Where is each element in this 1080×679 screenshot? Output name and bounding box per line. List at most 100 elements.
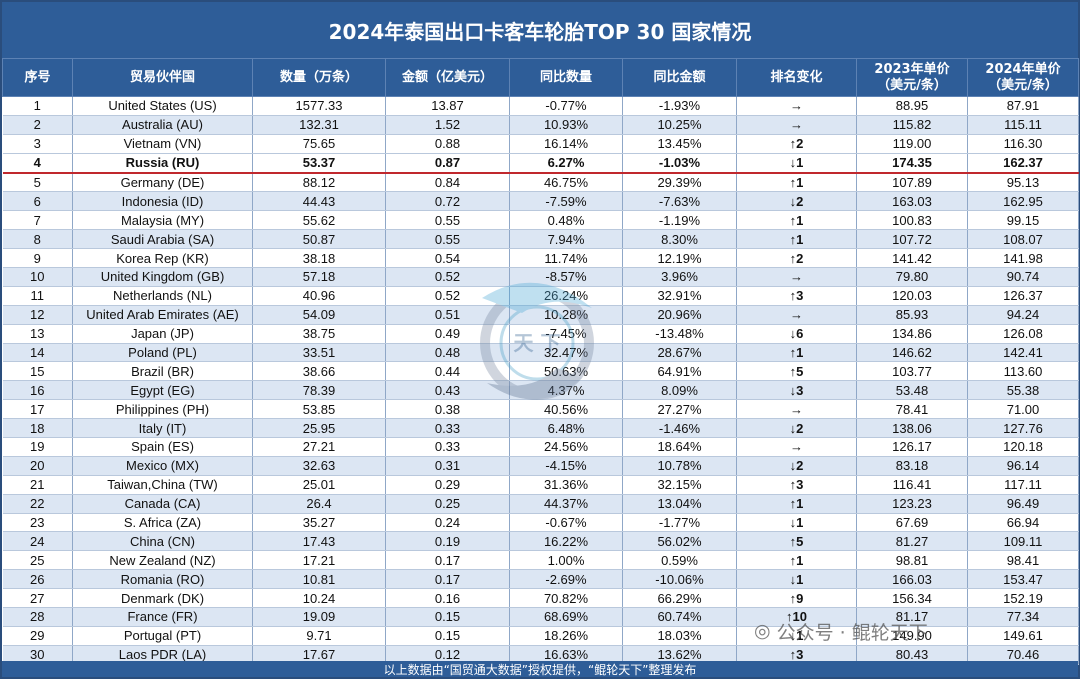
table-row: 10 United Kingdom (GB) 57.18 0.52 -8.57% 3.96… — [2, 267, 1079, 287]
quantity: 25.95 — [252, 418, 386, 439]
rank-number: 14 — [2, 343, 73, 363]
unit-price-2024: 70.46 — [967, 645, 1079, 665]
yoy-quantity: 0.48% — [509, 210, 623, 231]
partner-country: China (CN) — [72, 531, 253, 552]
quantity: 17.21 — [252, 550, 386, 571]
yoy-quantity: 16.22% — [509, 531, 623, 552]
amount: 1.52 — [385, 115, 510, 135]
unit-price-2023: 53.48 — [856, 380, 968, 401]
rank-change: ↓1 — [736, 569, 857, 590]
yoy-quantity: -7.59% — [509, 191, 623, 212]
yoy-amount: 0.59% — [622, 550, 737, 571]
rank-change: ↑1 — [736, 210, 857, 231]
column-header: 排名变化 — [736, 58, 857, 97]
rank-number: 15 — [2, 361, 73, 382]
rank-number: 5 — [2, 172, 73, 193]
partner-country: United Arab Emirates (AE) — [72, 305, 253, 325]
unit-price-2024: 162.95 — [967, 191, 1079, 212]
quantity: 44.43 — [252, 191, 386, 212]
yoy-amount: -13.48% — [622, 324, 737, 344]
unit-price-2024: 153.47 — [967, 569, 1079, 590]
yoy-amount: 18.64% — [622, 437, 737, 457]
unit-price-2024: 108.07 — [967, 229, 1079, 250]
rank-change: ↑1 — [736, 229, 857, 250]
unit-price-2024: 141.98 — [967, 248, 1079, 269]
yoy-amount: -1.77% — [622, 513, 737, 533]
unit-price-2023: 79.80 — [856, 267, 968, 287]
page-title-text: 2024年泰国出口卡客车轮胎TOP 30 国家情况 — [328, 19, 752, 44]
unit-price-2023: 85.93 — [856, 305, 968, 325]
column-header: 金额（亿美元） — [385, 58, 510, 97]
partner-country: Italy (IT) — [72, 418, 253, 439]
yoy-quantity: 40.56% — [509, 399, 623, 420]
yoy-quantity: 11.74% — [509, 248, 623, 269]
amount: 0.52 — [385, 286, 510, 306]
quantity: 75.65 — [252, 134, 386, 154]
partner-country: Egypt (EG) — [72, 380, 253, 401]
rank-change: → — [736, 437, 857, 457]
unit-price-2024: 95.13 — [967, 172, 1079, 193]
rank-change: ↑10 — [736, 607, 857, 627]
table-row: 17 Philippines (PH) 53.85 0.38 40.56% 27.27% →… — [2, 399, 1079, 420]
rank-number: 29 — [2, 626, 73, 646]
unit-price-2024: 71.00 — [967, 399, 1079, 420]
page-title: 2024年泰国出口卡客车轮胎TOP 30 国家情况 — [2, 2, 1078, 58]
export-table: 序号 贸易伙伴国 数量（万条） 金额（亿美元） 同比数量 同比金额 排名变化 2023年单价 … — [2, 58, 1079, 665]
rank-number: 6 — [2, 191, 73, 212]
table-row: 18 Italy (IT) 25.95 0.33 6.48% -1.46% ↓2 138.06… — [2, 418, 1079, 439]
unit-price-2023: 107.89 — [856, 172, 968, 193]
yoy-quantity: 16.14% — [509, 134, 623, 154]
rank-number: 30 — [2, 645, 73, 665]
quantity: 78.39 — [252, 380, 386, 401]
yoy-amount: 3.96% — [622, 267, 737, 287]
amount: 13.87 — [385, 96, 510, 116]
quantity: 38.66 — [252, 361, 386, 382]
rank-change: → — [736, 305, 857, 325]
rank-change: ↑2 — [736, 134, 857, 154]
unit-price-2024: 142.41 — [967, 343, 1079, 363]
partner-country: Indonesia (ID) — [72, 191, 253, 212]
rank-change: ↑5 — [736, 531, 857, 552]
rank-number: 21 — [2, 475, 73, 495]
partner-country: Denmark (DK) — [72, 588, 253, 609]
yoy-amount: 13.04% — [622, 494, 737, 514]
rank-number: 7 — [2, 210, 73, 231]
amount: 0.43 — [385, 380, 510, 401]
quantity: 53.37 — [252, 153, 386, 174]
unit-price-2023: 126.17 — [856, 437, 968, 457]
table-row: 9 Korea Rep (KR) 38.18 0.54 11.74% 12.19% ↑2 14… — [2, 248, 1079, 269]
quantity: 27.21 — [252, 437, 386, 457]
yoy-amount: 10.78% — [622, 456, 737, 476]
table-row: 27 Denmark (DK) 10.24 0.16 70.82% 66.29% ↑9 156… — [2, 588, 1079, 609]
yoy-amount: -7.63% — [622, 191, 737, 212]
table-row: 1 United States (US) 1577.33 13.87 -0.77% -1.… — [2, 96, 1079, 116]
rank-change: → — [736, 399, 857, 420]
table-row: 22 Canada (CA) 26.4 0.25 44.37% 13.04% ↑1 123.2… — [2, 494, 1079, 514]
rank-change: ↑5 — [736, 361, 857, 382]
amount: 0.33 — [385, 418, 510, 439]
unit-price-2023: 134.86 — [856, 324, 968, 344]
rank-number: 16 — [2, 380, 73, 401]
quantity: 1577.33 — [252, 96, 386, 116]
rank-number: 9 — [2, 248, 73, 269]
rank-number: 1 — [2, 96, 73, 116]
quantity: 57.18 — [252, 267, 386, 287]
quantity: 40.96 — [252, 286, 386, 306]
amount: 0.25 — [385, 494, 510, 514]
yoy-quantity: -8.57% — [509, 267, 623, 287]
amount: 0.51 — [385, 305, 510, 325]
unit-price-2024: 152.19 — [967, 588, 1079, 609]
unit-price-2024: 126.37 — [967, 286, 1079, 306]
partner-country: Australia (AU) — [72, 115, 253, 135]
amount: 0.88 — [385, 134, 510, 154]
yoy-amount: 20.96% — [622, 305, 737, 325]
rank-number: 20 — [2, 456, 73, 476]
yoy-amount: 8.09% — [622, 380, 737, 401]
rank-change: ↑1 — [736, 343, 857, 363]
unit-price-2023: 149.90 — [856, 626, 968, 646]
table-row: 19 Spain (ES) 27.21 0.33 24.56% 18.64% → 126.17… — [2, 437, 1079, 457]
quantity: 26.4 — [252, 494, 386, 514]
column-header: 2024年单价 （美元/条） — [967, 58, 1079, 97]
quantity: 10.24 — [252, 588, 386, 609]
yoy-amount: 8.30% — [622, 229, 737, 250]
